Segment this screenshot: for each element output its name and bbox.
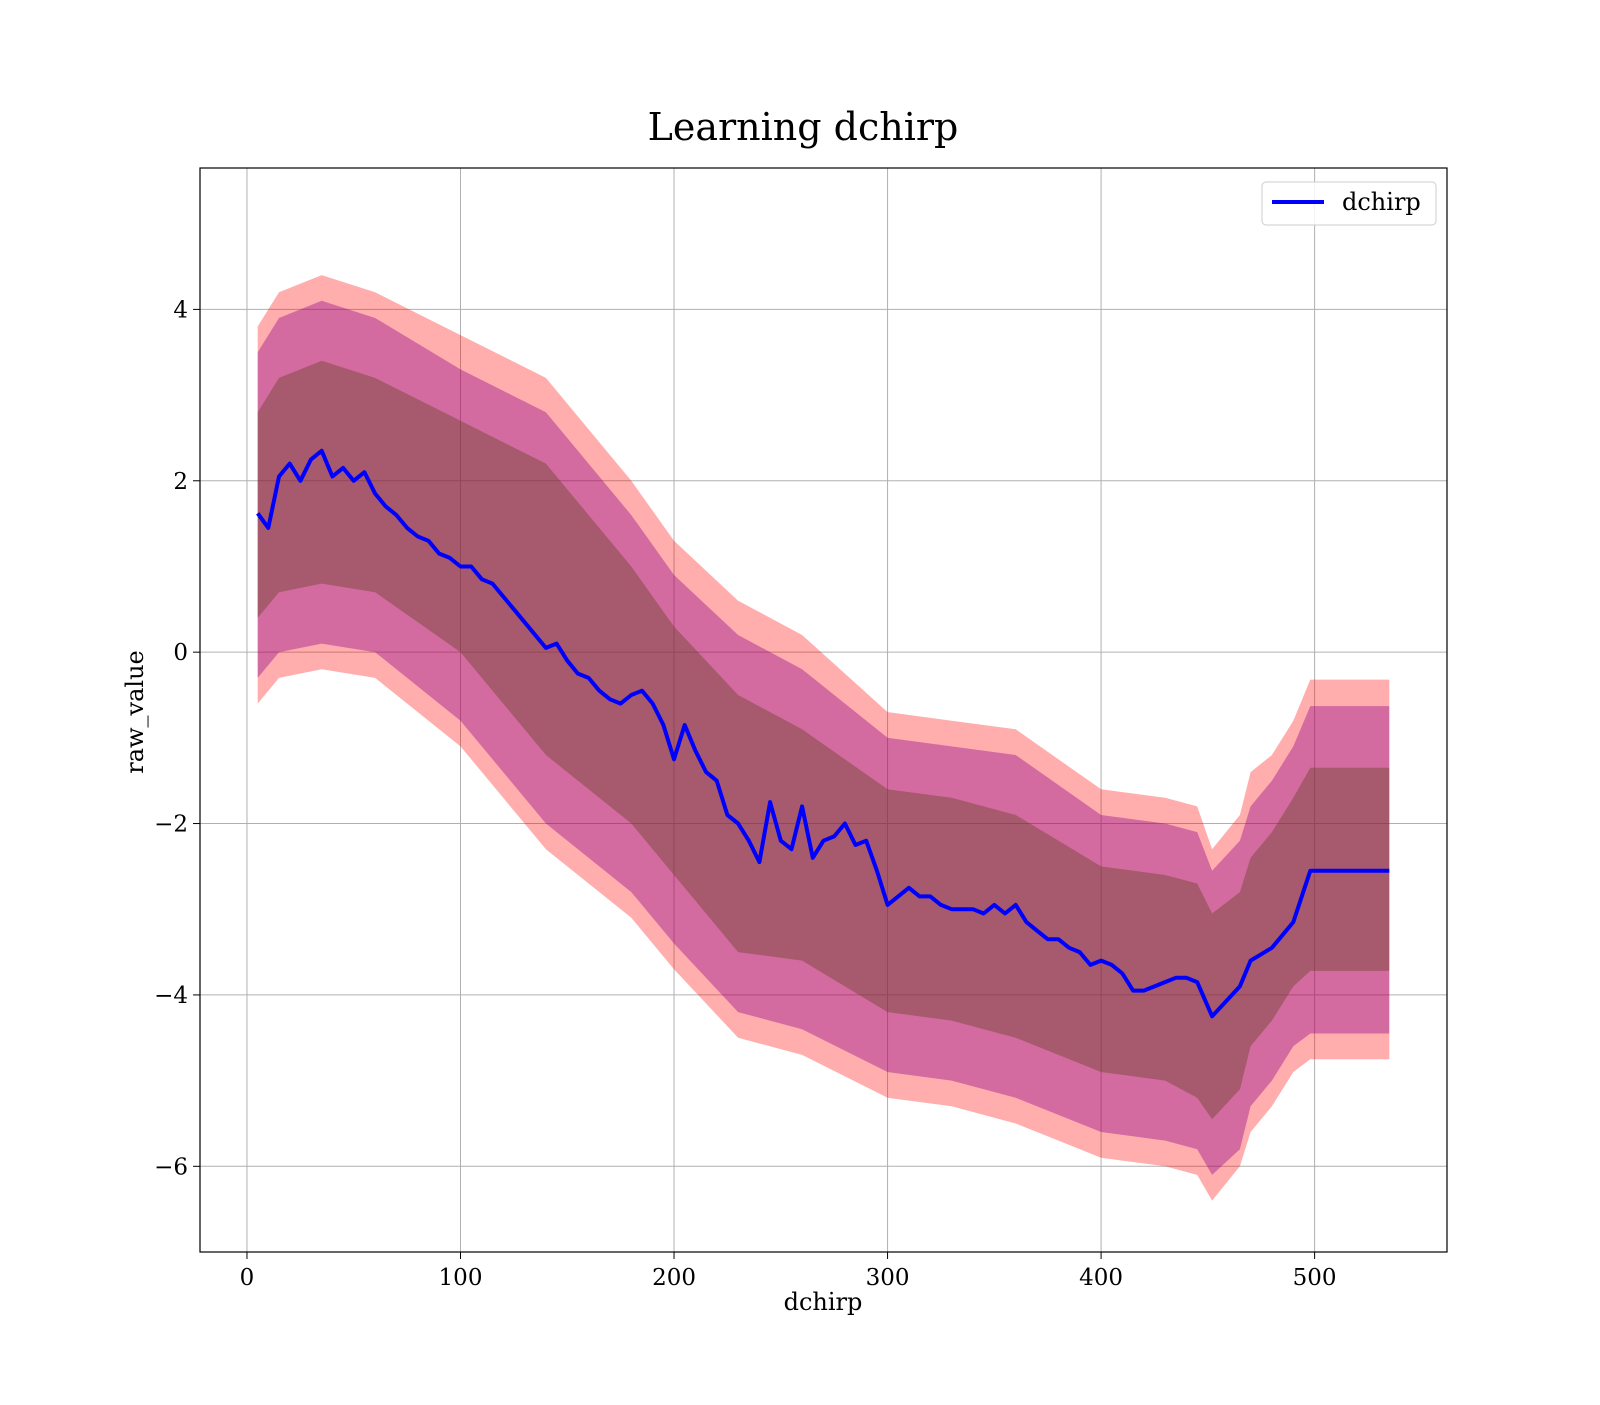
x-axis-ticks: 0 100 200 300 400 500 (240, 1252, 1337, 1291)
plot-frame (199, 167, 1448, 1253)
legend-box (1261, 181, 1437, 226)
y-tick-label-3: 0 (173, 640, 188, 666)
legend-label: dchirp (1342, 188, 1421, 216)
x-tick-label-1: 100 (439, 1265, 483, 1291)
y-tick-label-0: −6 (154, 1154, 188, 1180)
series-lines (256, 448, 1390, 1019)
chart-title: Learning dchirp (648, 105, 959, 149)
x-tick-label-2: 200 (652, 1265, 696, 1291)
series-line-0 (256, 448, 1390, 1019)
y-tick-label-1: −4 (154, 983, 188, 1009)
grid (200, 168, 1447, 1252)
x-tick-label-0: 0 (240, 1265, 255, 1291)
y-axis-label: raw_value (121, 650, 149, 774)
x-tick-label-4: 400 (1079, 1265, 1123, 1291)
x-axis-label: dchirp (784, 1288, 863, 1316)
band-outer (257, 275, 1390, 1201)
band-inner (257, 360, 1390, 1120)
uncertainty-bands (257, 275, 1390, 1201)
legend: dchirp (1261, 181, 1437, 226)
y-tick-label-5: 4 (173, 297, 188, 323)
x-tick-label-5: 500 (1293, 1265, 1337, 1291)
band-middle (257, 300, 1390, 1175)
x-tick-label-3: 300 (866, 1265, 910, 1291)
y-axis-ticks: −6 −4 −2 0 2 4 (154, 297, 200, 1180)
y-tick-label-4: 2 (173, 469, 188, 495)
y-tick-label-2: −2 (154, 812, 188, 838)
